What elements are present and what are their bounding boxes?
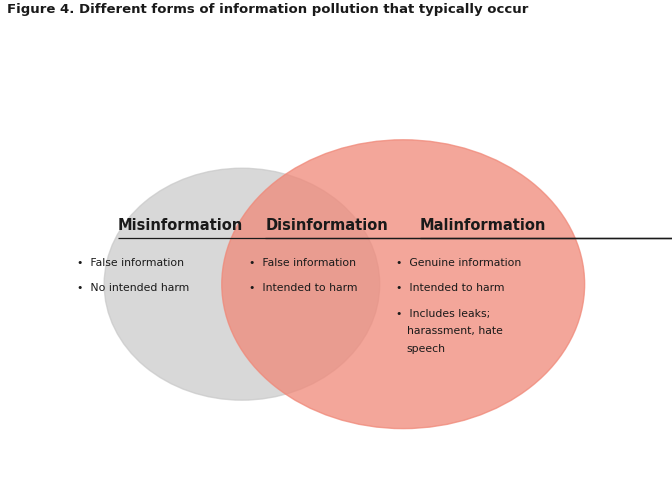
Text: Misinformation: Misinformation xyxy=(118,218,243,232)
Text: Disinformation: Disinformation xyxy=(265,218,388,232)
Text: •  Includes leaks;: • Includes leaks; xyxy=(396,309,491,319)
Text: speech: speech xyxy=(407,344,446,354)
Ellipse shape xyxy=(104,168,380,400)
Text: •  Genuine information: • Genuine information xyxy=(396,258,521,268)
Ellipse shape xyxy=(222,140,585,429)
Text: Malinformation: Malinformation xyxy=(420,218,546,232)
Text: Figure 4. Different forms of information pollution that typically occur: Figure 4. Different forms of information… xyxy=(7,3,528,16)
Text: •  False information: • False information xyxy=(249,258,355,268)
Text: •  Intended to harm: • Intended to harm xyxy=(249,283,357,293)
Text: harassment, hate: harassment, hate xyxy=(407,326,503,337)
Text: •  Intended to harm: • Intended to harm xyxy=(396,283,505,293)
Text: •  False information: • False information xyxy=(77,258,184,268)
Text: •  No intended harm: • No intended harm xyxy=(77,283,190,293)
